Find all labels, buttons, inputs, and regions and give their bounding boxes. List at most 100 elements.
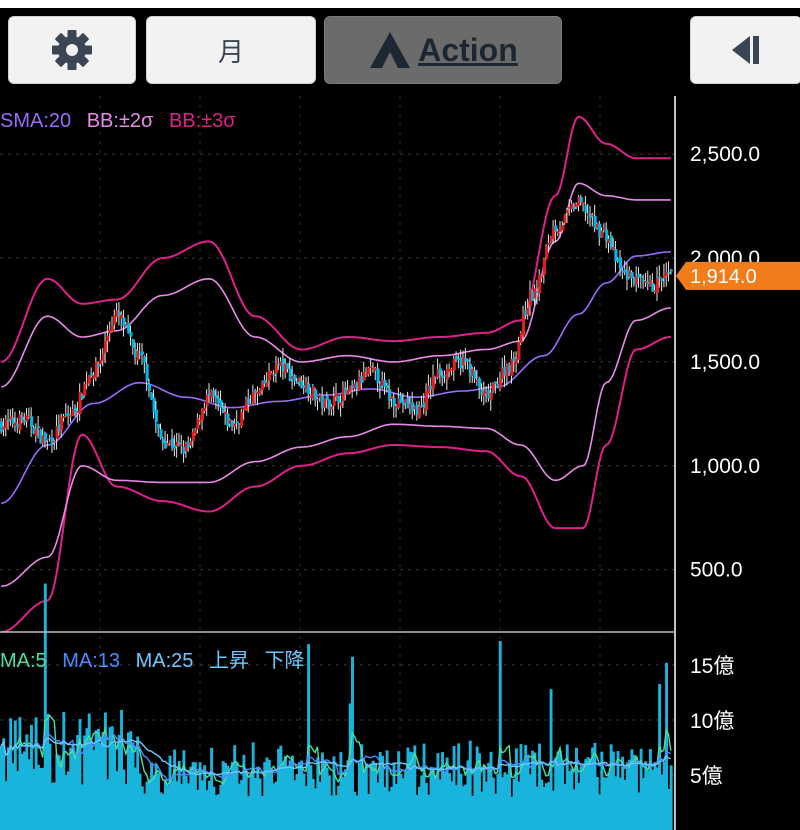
candle-body — [43, 432, 48, 443]
candle-body — [316, 398, 320, 401]
volume-bar — [581, 763, 585, 830]
volume-bar — [378, 752, 382, 830]
last-price-tag-shape — [676, 261, 800, 290]
candle-body — [330, 406, 334, 410]
volume-bar — [13, 720, 17, 830]
candle-body — [582, 202, 586, 204]
volume-bar — [78, 719, 82, 830]
candle-body — [556, 231, 560, 234]
volume-bar — [191, 762, 195, 830]
volume-bar — [512, 779, 516, 830]
candle-body — [13, 422, 18, 426]
volume-bar — [575, 747, 578, 830]
volume-bar — [163, 779, 167, 830]
candle-body — [279, 361, 283, 366]
volume-bar — [71, 745, 75, 830]
candle-body — [371, 367, 375, 370]
volume-bar — [302, 773, 306, 830]
volume-bar — [660, 774, 664, 830]
volume-bar — [207, 780, 211, 830]
volume-bar — [517, 781, 521, 830]
period-button[interactable]: 月 — [146, 16, 316, 84]
candle-body — [129, 332, 133, 337]
volume-bar — [272, 783, 276, 830]
volume-bar — [607, 772, 611, 830]
candle-body — [74, 407, 78, 415]
volume-bar — [173, 749, 177, 830]
candle-body — [131, 339, 135, 348]
volume-bar — [371, 760, 375, 830]
volume-bar — [36, 764, 40, 830]
candle-body — [152, 397, 156, 413]
candle-body — [591, 214, 595, 217]
volume-bar — [535, 786, 539, 830]
candle-body — [531, 291, 535, 302]
volume-bar — [484, 781, 488, 830]
candle-body — [332, 395, 336, 406]
volume-bar — [120, 709, 123, 830]
candle-body — [438, 368, 442, 376]
candle-body — [191, 432, 195, 441]
collapse-panel-button[interactable] — [690, 16, 800, 84]
candle-body — [487, 389, 491, 399]
volume-bar — [129, 731, 133, 830]
volume-bar — [76, 735, 80, 830]
candle-body — [665, 271, 669, 277]
candle-body — [87, 375, 91, 384]
price-tick-label: 2,500.0 — [690, 143, 760, 166]
volume-bar — [330, 795, 334, 830]
volume-bar — [648, 749, 652, 830]
candle-body — [420, 405, 424, 407]
candle-body — [510, 358, 514, 376]
action-button[interactable]: Action — [324, 16, 562, 84]
candle-body — [547, 242, 551, 245]
volume-bar — [420, 775, 424, 830]
candle-body — [425, 391, 429, 411]
candle-body — [235, 421, 239, 423]
candle-body — [291, 376, 295, 379]
volume-bar — [489, 751, 493, 830]
volume-bar — [394, 783, 398, 830]
candle-body — [270, 372, 274, 375]
settings-button[interactable] — [8, 16, 136, 84]
candle-body — [311, 386, 315, 399]
candle-body — [64, 413, 68, 416]
toolbar: 月 Action — [0, 0, 800, 96]
candle-body — [138, 353, 142, 355]
volume-bar — [50, 782, 54, 830]
volume-bar — [568, 770, 571, 830]
candle-body — [549, 237, 553, 242]
candle-body — [25, 415, 29, 422]
volume-bar — [454, 785, 458, 830]
bb-upper-3sigma-line — [0, 115, 671, 363]
volume-bar — [565, 744, 569, 830]
candle-body — [196, 417, 200, 430]
volume-bar — [210, 747, 214, 830]
candle-body — [177, 442, 182, 445]
volume-bar — [270, 768, 274, 830]
candle-body — [545, 245, 549, 259]
candle-body — [399, 395, 403, 403]
candle-body — [485, 391, 489, 394]
candle-body — [632, 277, 636, 285]
chart-area[interactable]: 500.01,000.01,500.02,000.02,500.0 5億10億1… — [0, 96, 800, 830]
volume-bar — [147, 779, 151, 830]
volume-bar — [427, 794, 431, 830]
volume-bar — [85, 728, 89, 830]
volume-bar — [498, 641, 502, 830]
volume-bar — [94, 730, 98, 830]
volume-bar — [632, 754, 636, 830]
candle-body — [228, 419, 232, 424]
candle-body — [619, 257, 623, 269]
candle-body — [436, 368, 440, 378]
volume-bar — [390, 786, 394, 830]
candle-body — [388, 389, 392, 401]
volume-bar — [203, 765, 207, 830]
volume-bar — [205, 790, 209, 830]
volume-bar — [260, 796, 264, 830]
candle-body — [205, 394, 209, 406]
volume-bar — [637, 792, 641, 830]
volume-bar — [644, 761, 648, 830]
candle-body — [542, 258, 546, 275]
candle-body — [605, 229, 609, 242]
